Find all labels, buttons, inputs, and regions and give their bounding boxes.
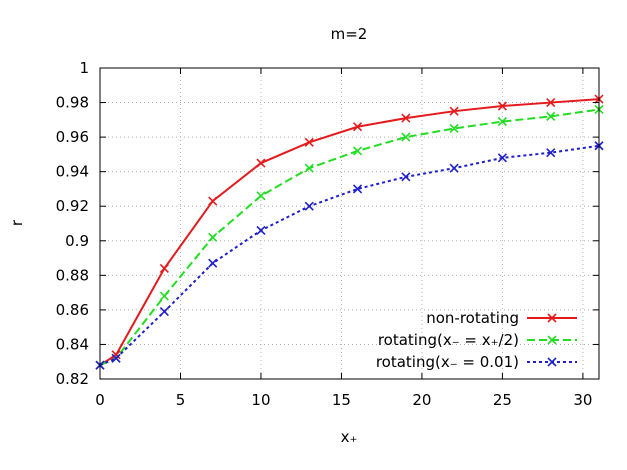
data-point [256, 158, 266, 168]
legend-marker [547, 313, 557, 323]
y-axis-label: r [8, 219, 26, 226]
legend-entry: rotating(x₋ = 0.01) [376, 353, 577, 371]
legend-marker [547, 357, 557, 367]
data-point [497, 101, 507, 111]
x-tick-label: 10 [251, 391, 270, 409]
series-line [99, 144, 600, 367]
data-point [546, 111, 556, 121]
y-tick-label: 0.92 [56, 197, 89, 215]
y-tick-label: 0.9 [65, 232, 89, 250]
data-point [449, 163, 459, 173]
data-point [497, 153, 507, 163]
y-tick-label: 1 [79, 59, 89, 77]
y-tick-label: 0.98 [56, 94, 89, 112]
x-tick-label: 20 [412, 391, 431, 409]
legend-entry: non-rotating [426, 309, 577, 327]
data-point [304, 201, 314, 211]
data-point [256, 191, 266, 201]
series-line [99, 108, 600, 367]
data-point [401, 172, 411, 182]
data-point [352, 184, 363, 194]
x-tick-label: 25 [493, 391, 512, 409]
series-line [99, 98, 600, 367]
y-tick-label: 0.82 [56, 370, 89, 388]
series-3 [95, 141, 604, 370]
y-tick-label: 0.94 [56, 163, 89, 181]
data-point [208, 196, 218, 206]
y-tick-label: 0.84 [56, 335, 89, 353]
data-point [546, 148, 556, 158]
series-layer [95, 94, 604, 370]
x-axis-label: x₊ [341, 428, 358, 446]
y-tick-label: 0.88 [56, 266, 89, 284]
data-point [159, 291, 169, 301]
legend-marker [547, 335, 557, 345]
x-tick-label: 5 [176, 391, 186, 409]
grid [100, 68, 599, 379]
data-point [159, 263, 169, 273]
legend-label: rotating(x₋ = x₊/2) [378, 331, 519, 349]
series-1 [95, 94, 604, 370]
data-point [208, 232, 218, 242]
x-tick-label: 30 [573, 391, 592, 409]
data-point [497, 116, 507, 127]
data-point [304, 137, 314, 147]
legend: non-rotating rotating(x₋ = x₊/2) rotating(… [376, 309, 577, 371]
data-point [256, 225, 266, 235]
data-point [352, 122, 363, 132]
x-tick-label: 0 [95, 391, 105, 409]
y-tick-label: 0.86 [56, 301, 89, 319]
data-point [304, 163, 314, 173]
data-point [352, 146, 363, 156]
y-tick-label: 0.96 [56, 128, 89, 146]
data-point [208, 258, 218, 268]
data-point [401, 132, 411, 142]
x-tick-label: 15 [332, 391, 351, 409]
legend-label: non-rotating [426, 309, 519, 327]
data-point [449, 123, 459, 134]
data-point [401, 113, 411, 123]
data-point [111, 350, 121, 360]
legend-entry: rotating(x₋ = x₊/2) [378, 331, 577, 349]
data-point [546, 97, 556, 108]
data-point [111, 353, 121, 363]
data-point [159, 307, 169, 317]
data-point [449, 106, 459, 116]
plot-frame [99, 67, 600, 380]
chart-title: m=2 [331, 25, 368, 43]
legend-label: rotating(x₋ = 0.01) [376, 353, 519, 371]
series-2 [95, 104, 604, 370]
